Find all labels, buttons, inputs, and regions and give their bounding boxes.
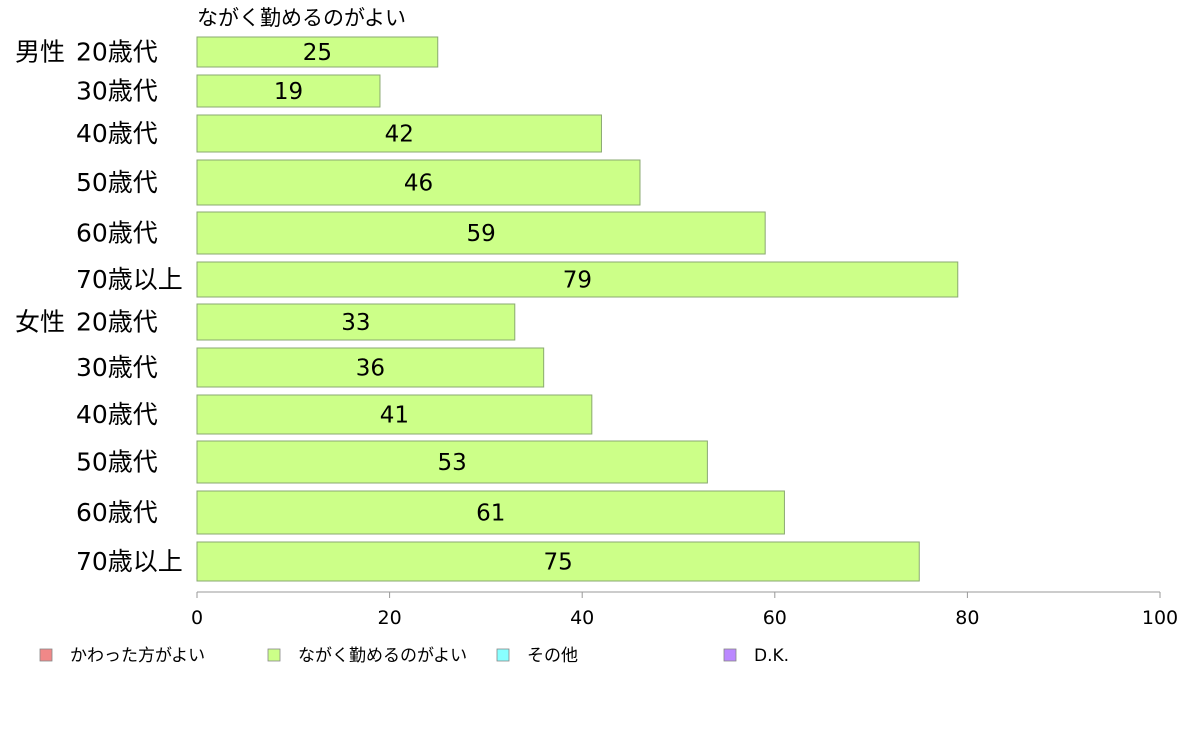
legend-label: ながく勤めるのがよい bbox=[298, 646, 467, 666]
x-axis: 0 20 40 60 80 100 bbox=[191, 591, 1178, 629]
legend-label: その他 bbox=[527, 646, 578, 666]
bar-value-label: 19 bbox=[274, 79, 303, 105]
group-label: 男性 bbox=[15, 38, 65, 67]
bar bbox=[196, 36, 439, 68]
bar-value-label: 41 bbox=[380, 403, 409, 429]
x-tick-label: 80 bbox=[955, 607, 979, 629]
legend-swatch bbox=[723, 648, 737, 662]
category-label: 40歳代 bbox=[76, 400, 158, 429]
legend-label: かわった方がよい bbox=[70, 646, 205, 666]
category-label: 70歳以上 bbox=[76, 265, 183, 294]
category-label: 60歳代 bbox=[76, 219, 158, 248]
bar-value-label: 61 bbox=[476, 501, 505, 527]
bar-value-label: 53 bbox=[438, 450, 467, 476]
x-tick-label: 60 bbox=[763, 607, 787, 629]
bar bbox=[196, 159, 641, 206]
category-label: 40歳代 bbox=[76, 119, 158, 148]
group-label: 女性 bbox=[15, 308, 65, 337]
bar bbox=[196, 261, 959, 298]
bar-value-label: 33 bbox=[341, 310, 370, 336]
bar bbox=[196, 440, 708, 484]
category-label: 30歳代 bbox=[76, 353, 158, 382]
bar-value-label: 79 bbox=[563, 268, 592, 294]
category-label: 20歳代 bbox=[76, 308, 158, 337]
legend-swatch bbox=[39, 648, 53, 662]
category-label: 50歳代 bbox=[76, 448, 158, 477]
bar bbox=[196, 394, 593, 435]
x-tick-label: 0 bbox=[191, 607, 203, 629]
category-label: 30歳代 bbox=[76, 77, 158, 106]
bar bbox=[196, 211, 766, 255]
x-tick-label: 20 bbox=[378, 607, 402, 629]
category-label: 50歳代 bbox=[76, 168, 158, 197]
category-label: 70歳以上 bbox=[76, 547, 183, 576]
category-label: 20歳代 bbox=[76, 38, 158, 67]
bar bbox=[196, 74, 381, 108]
bar bbox=[196, 347, 545, 388]
bar-value-label: 46 bbox=[404, 171, 433, 197]
bar bbox=[196, 490, 785, 535]
bar-value-label: 25 bbox=[303, 40, 332, 66]
bar-value-label: 59 bbox=[466, 221, 495, 247]
x-tick-label: 40 bbox=[570, 607, 594, 629]
bar bbox=[196, 303, 516, 341]
bar bbox=[196, 541, 920, 582]
bar-value-label: 36 bbox=[356, 356, 385, 382]
bar-value-label: 42 bbox=[385, 122, 414, 148]
bar-value-label: 75 bbox=[543, 550, 572, 576]
legend-swatch bbox=[496, 648, 510, 662]
series-title: ながく勤めるのがよい bbox=[197, 6, 406, 30]
legend-swatch bbox=[267, 648, 281, 662]
category-label: 60歳代 bbox=[76, 498, 158, 527]
bar bbox=[196, 114, 602, 153]
x-tick-label: 100 bbox=[1142, 607, 1178, 629]
legend: かわった方がよい ながく勤めるのがよい その他 D.K. bbox=[39, 646, 789, 666]
legend-label: D.K. bbox=[754, 646, 789, 666]
